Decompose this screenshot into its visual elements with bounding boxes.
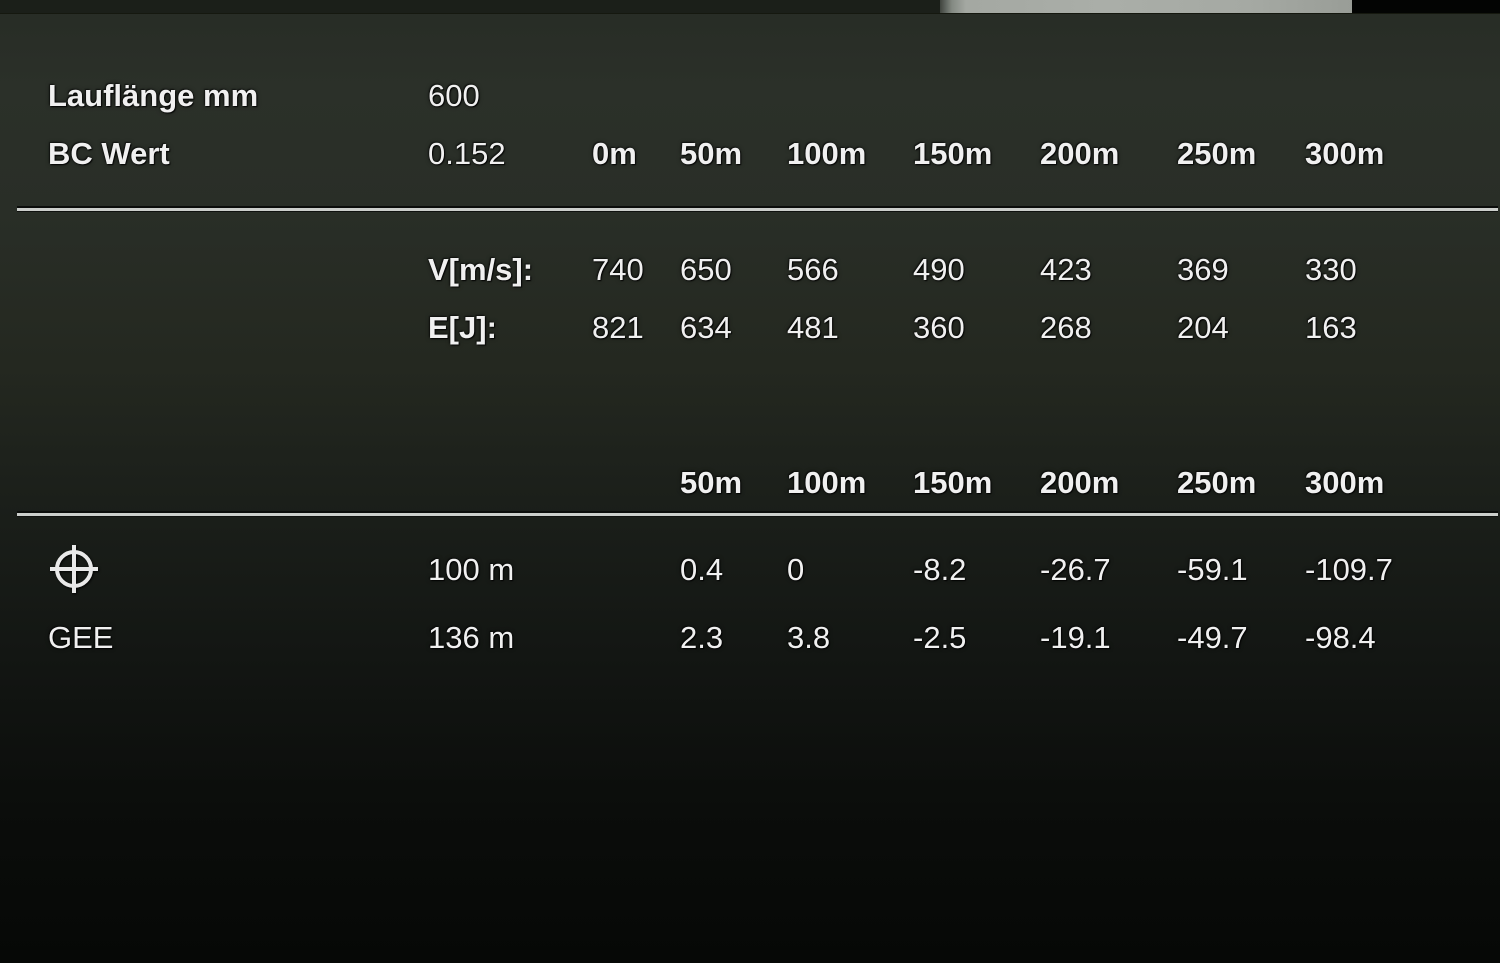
energy-250m: 204 [1177, 309, 1229, 345]
drop-gee-200m: -19.1 [1040, 619, 1111, 655]
velocity-energy-section: V[m/s]: 740 650 566 490 423 369 330 E[J]… [48, 240, 1500, 356]
energy-50m: 634 [680, 309, 732, 345]
drop-header-250m: 250m [1177, 464, 1257, 500]
drop-zero-200m: -26.7 [1040, 551, 1111, 587]
energy-0m: 821 [592, 309, 644, 345]
top-bar-right-spacer [1352, 0, 1500, 13]
zeroing-icon-cell [48, 538, 428, 600]
distance-header-300m: 300m [1305, 135, 1385, 171]
drop-zero-300m: -109.7 [1305, 551, 1393, 587]
param-value-barrel-length: 600 [428, 77, 480, 113]
velocity-300m: 330 [1305, 251, 1357, 287]
param-label-bc: BC Wert [48, 135, 170, 171]
energy-row-label: E[J]: [428, 309, 497, 345]
drop-header-150m: 150m [913, 464, 993, 500]
param-value-bc: 0.152 [428, 135, 506, 171]
energy-100m: 481 [787, 309, 839, 345]
window-top-bar [0, 0, 1500, 14]
parameters-section: Lauflänge mm 600 BC Wert 0.152 0m 50m 10… [48, 66, 1500, 182]
distance-header-100m: 100m [787, 135, 867, 171]
drop-gee-300m: -98.4 [1305, 619, 1376, 655]
velocity-100m: 566 [787, 251, 839, 287]
distance-header-150m: 150m [913, 135, 993, 171]
distance-header-200m: 200m [1040, 135, 1120, 171]
zeroing-distance: 100 m [428, 551, 515, 587]
crosshair-icon [50, 545, 98, 593]
table-content: Lauflänge mm 600 BC Wert 0.152 0m 50m 10… [0, 66, 1500, 671]
drop-gee-100m: 3.8 [787, 619, 831, 655]
horizontal-divider-bottom [17, 511, 1498, 517]
energy-row: E[J]: 821 634 481 360 268 204 163 [48, 298, 1500, 356]
drop-gee-250m: -49.7 [1177, 619, 1248, 655]
param-label-barrel-length: Lauflänge mm [48, 77, 259, 113]
velocity-50m: 650 [680, 251, 732, 287]
gee-distance: 136 m [428, 619, 515, 655]
horizontal-divider-top [17, 206, 1498, 212]
velocity-150m: 490 [913, 251, 965, 287]
energy-200m: 268 [1040, 309, 1092, 345]
drop-header-row: 50m 100m 150m 200m 250m 300m [48, 453, 1500, 511]
param-row-barrel-length: Lauflänge mm 600 [48, 66, 1500, 124]
velocity-250m: 369 [1177, 251, 1229, 287]
zeroing-row: 100 m 0.4 0 -8.2 -26.7 -59.1 -109.7 [48, 535, 1500, 603]
gee-row: GEE 136 m 2.3 3.8 -2.5 -19.1 -49.7 -98.4 [48, 603, 1500, 671]
drop-zero-50m: 0.4 [680, 551, 724, 587]
velocity-0m: 740 [592, 251, 644, 287]
drop-zero-250m: -59.1 [1177, 551, 1248, 587]
drop-header-50m: 50m [680, 464, 743, 500]
energy-150m: 360 [913, 309, 965, 345]
trajectory-section: 100 m 0.4 0 -8.2 -26.7 -59.1 -109.7 GEE … [48, 535, 1500, 671]
velocity-row: V[m/s]: 740 650 566 490 423 369 330 [48, 240, 1500, 298]
distance-header-50m: 50m [680, 135, 743, 171]
velocity-200m: 423 [1040, 251, 1092, 287]
energy-300m: 163 [1305, 309, 1357, 345]
gee-label: GEE [48, 619, 114, 655]
param-row-bc-and-headers: BC Wert 0.152 0m 50m 100m 150m 200m 250m… [48, 124, 1500, 182]
drop-zero-150m: -8.2 [913, 551, 967, 587]
velocity-row-label: V[m/s]: [428, 251, 534, 287]
distance-header-0m: 0m [592, 135, 637, 171]
drop-header-200m: 200m [1040, 464, 1120, 500]
distance-header-250m: 250m [1177, 135, 1257, 171]
drop-header-100m: 100m [787, 464, 867, 500]
drop-header-300m: 300m [1305, 464, 1385, 500]
drop-gee-150m: -2.5 [913, 619, 967, 655]
scrollbar-thumb[interactable] [940, 0, 1352, 13]
drop-zero-100m: 0 [787, 551, 805, 587]
drop-gee-50m: 2.3 [680, 619, 724, 655]
